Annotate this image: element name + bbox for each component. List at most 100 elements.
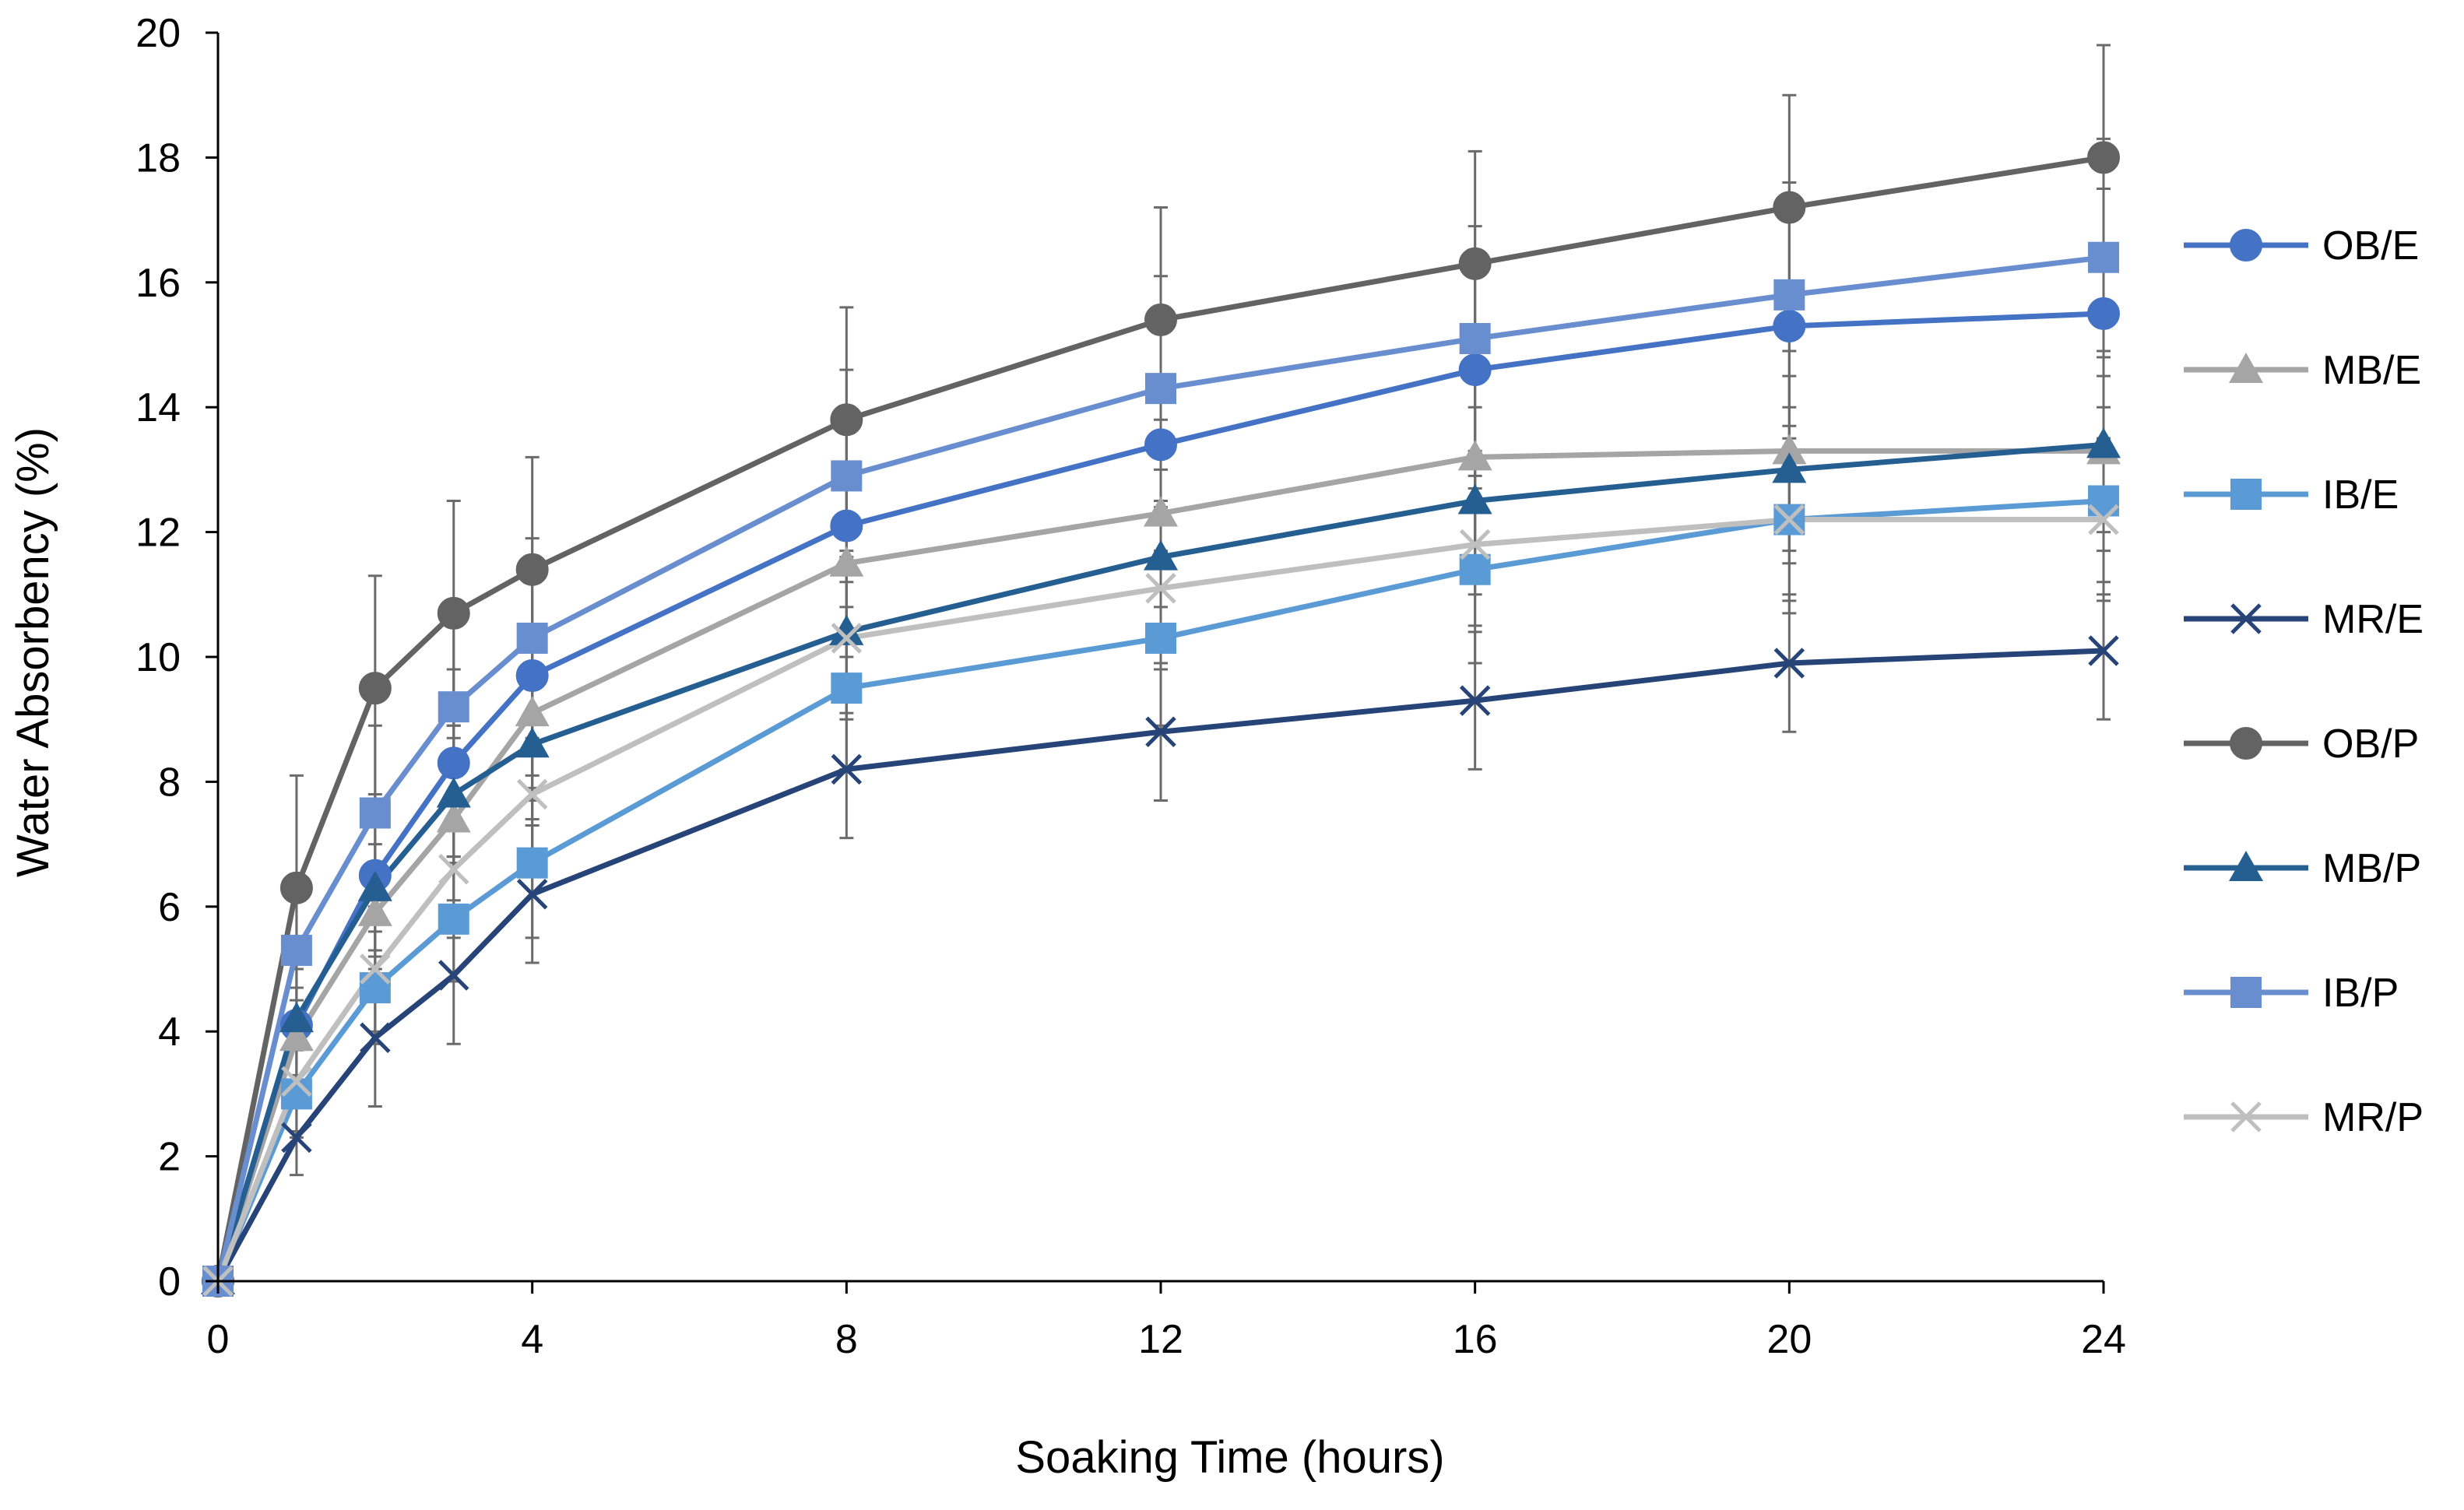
series-line-mr-e <box>215 648 2104 1283</box>
legend-label: MB/P <box>2322 846 2421 891</box>
data-point-mr-p <box>281 1066 312 1097</box>
data-point-mb-p <box>279 1002 314 1033</box>
series-line-mb-p <box>215 441 2104 1283</box>
data-point-ob-p <box>515 553 549 586</box>
legend-item-mb-p: MB/P <box>2184 846 2421 891</box>
legend-label: MR/P <box>2322 1095 2424 1140</box>
data-point-mb-p <box>1457 483 1492 514</box>
legend-item-ob-e: OB/E <box>2184 223 2419 269</box>
data-point-mb-e <box>515 696 550 727</box>
data-point-mr-p <box>1773 504 1805 536</box>
data-point-ib-e <box>438 903 469 935</box>
y-tick-label: 4 <box>158 1010 181 1055</box>
data-point-mr-p <box>2088 504 2119 536</box>
series-line-ib-p <box>215 255 2104 1282</box>
data-point-ib-e <box>2088 485 2119 517</box>
legend-marker-mb-e <box>2229 353 2263 383</box>
data-point-mr-p <box>516 778 548 810</box>
data-point-ob-p <box>1773 191 1806 224</box>
data-point-mr-e <box>438 960 469 991</box>
data-point-ob-e <box>1773 309 1806 342</box>
x-tick-label: 24 <box>2081 1317 2126 1362</box>
legend-marker-ob-p <box>2230 727 2262 760</box>
legend-item-mr-e: MR/E <box>2184 597 2424 642</box>
legend-label: MR/E <box>2322 597 2424 642</box>
legend-label: OB/E <box>2322 223 2419 269</box>
data-point-mb-p <box>1144 539 1178 571</box>
data-point-ib-p <box>280 934 312 966</box>
data-point-mr-p <box>831 623 863 654</box>
y-tick-label: 12 <box>135 511 181 556</box>
data-point-ib-p <box>359 797 391 829</box>
data-point-mb-e <box>1772 434 1807 465</box>
legend-marker-ob-e <box>2230 229 2262 262</box>
y-tick-label: 10 <box>135 635 181 680</box>
x-tick-label: 4 <box>521 1317 543 1362</box>
data-point-ob-p <box>1458 247 1492 280</box>
legend-marker-mr-p <box>2230 1101 2262 1132</box>
data-point-ob-p <box>279 871 313 904</box>
data-point-mr-e <box>360 1022 391 1053</box>
data-point-ob-e <box>515 659 549 693</box>
x-axis-title: Soaking Time (hours) <box>1015 1432 1444 1483</box>
y-tick-label: 20 <box>135 11 181 56</box>
data-point-ib-e <box>359 972 391 1004</box>
x-tick-label: 0 <box>207 1317 230 1362</box>
data-point-mb-p <box>829 614 864 645</box>
data-point-ib-p <box>1773 279 1805 311</box>
series-line-mb-e <box>215 448 2104 1283</box>
data-point-mr-e <box>516 878 548 910</box>
y-tick-label: 2 <box>158 1135 181 1180</box>
data-point-mb-e <box>829 546 864 577</box>
data-point-ob-e <box>1144 428 1177 462</box>
data-point-mr-p <box>1459 528 1491 560</box>
data-point-ib-p <box>831 460 863 492</box>
data-point-ib-p <box>2088 241 2119 273</box>
legend-marker-ib-e <box>2230 479 2262 510</box>
data-point-ib-e <box>1459 553 1491 585</box>
y-tick-label: 6 <box>158 885 181 930</box>
data-point-ib-p <box>1459 322 1491 354</box>
data-point-mr-p <box>360 953 391 985</box>
data-point-ib-p <box>1145 373 1176 405</box>
data-point-ob-p <box>2087 141 2120 174</box>
data-point-mr-e <box>1145 716 1176 748</box>
data-point-mr-p <box>438 853 469 885</box>
data-point-ob-e <box>2087 297 2120 330</box>
x-tick-label: 12 <box>1138 1317 1183 1362</box>
data-point-mr-e <box>1459 685 1491 716</box>
data-point-mr-e <box>1773 648 1805 679</box>
x-tick-label: 16 <box>1453 1317 1498 1362</box>
y-tick-label: 0 <box>158 1259 181 1305</box>
series-lines <box>215 154 2104 1283</box>
axes <box>206 31 2105 1294</box>
legend-item-ib-p: IB/P <box>2184 971 2399 1016</box>
legend-label: OB/P <box>2322 722 2419 767</box>
legend-label: IB/E <box>2322 472 2399 518</box>
legend-label: MB/E <box>2322 348 2421 393</box>
legend-item-mb-e: MB/E <box>2184 348 2421 393</box>
data-point-mb-p <box>2086 427 2121 458</box>
data-point-mb-e <box>279 1020 314 1052</box>
y-axis-title: Water Absorbency (%) <box>8 427 58 877</box>
data-point-mr-e <box>831 753 863 785</box>
legend-marker-mr-e <box>2230 603 2262 634</box>
y-tick-label: 8 <box>158 760 181 805</box>
y-tick-label: 14 <box>135 385 181 430</box>
data-point-mr-e <box>2088 635 2119 666</box>
data-point-mb-p <box>357 870 392 901</box>
data-point-mr-p <box>1145 573 1176 604</box>
data-point-ib-p <box>438 691 469 723</box>
series-line-ib-e <box>215 498 2104 1283</box>
data-point-ob-p <box>830 403 863 437</box>
data-point-mb-p <box>1772 452 1807 483</box>
data-point-ob-e <box>437 746 470 780</box>
data-point-ib-e <box>1145 622 1176 654</box>
series-line-ob-p <box>215 154 2104 1282</box>
data-point-ob-p <box>437 596 470 630</box>
data-point-mb-e <box>357 895 392 926</box>
legend: OB/E MB/E IB/E MR/E OB/P MB/P IB/P MR/P <box>2184 223 2424 1140</box>
y-tick-label: 18 <box>135 135 181 181</box>
